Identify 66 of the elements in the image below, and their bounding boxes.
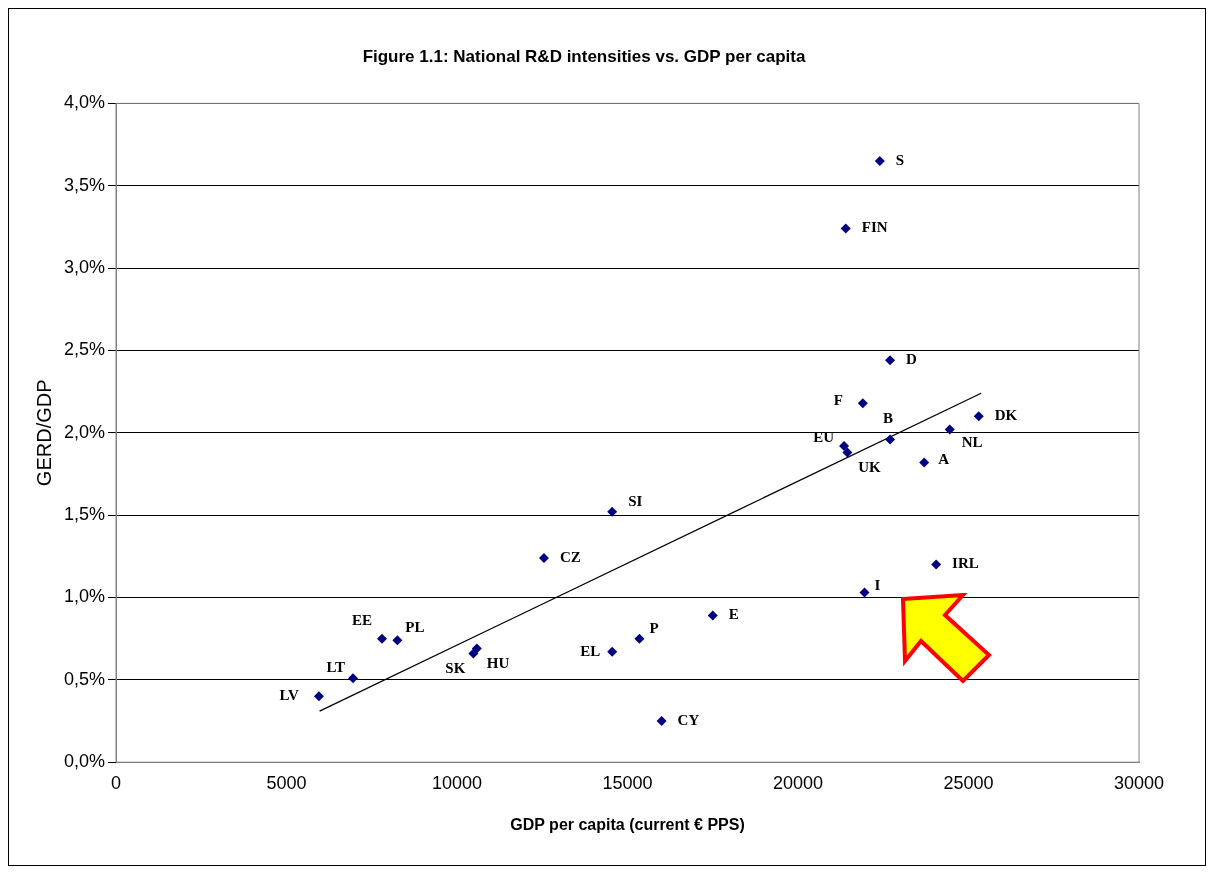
point: [392, 635, 403, 646]
annotation: D: [906, 351, 918, 368]
point: [973, 411, 984, 422]
point: [839, 440, 850, 451]
annotation: SI: [628, 492, 643, 509]
annotation: CY: [677, 711, 700, 728]
x-tick-label: 25000: [943, 772, 994, 793]
annotation: HU: [486, 655, 510, 672]
annotation: IRL: [952, 555, 979, 572]
x-tick-label: 20000: [772, 772, 824, 793]
y-tick-label: 3,5%: [64, 174, 106, 195]
point: [607, 506, 618, 517]
annotation: UK: [858, 459, 882, 476]
y-tick-label: 4,0%: [64, 92, 106, 113]
point: [377, 633, 387, 644]
annotation: I: [874, 577, 881, 594]
point: [348, 673, 359, 684]
chart-title: Figure 1.1: National R&D intensities vs. GDP per capita: [362, 46, 806, 66]
point: [931, 559, 942, 570]
x-axis-title: GDP per capita (current € PPS): [510, 815, 745, 833]
point: [468, 648, 479, 659]
point: [859, 587, 870, 598]
annotation: NL: [961, 434, 983, 451]
point: [857, 398, 868, 409]
point: [919, 457, 930, 468]
annotation: EL: [580, 642, 601, 659]
annotation: S: [895, 151, 905, 168]
point: [885, 434, 896, 445]
x-tick-label: 30000: [1113, 772, 1165, 793]
y-axis-title: GERD/GDP: [32, 379, 55, 487]
annotation: B: [883, 410, 894, 427]
point: [656, 716, 667, 727]
point: [538, 552, 549, 563]
point: [874, 156, 885, 167]
point: [313, 691, 324, 702]
x-tick-label: 10000: [431, 772, 483, 793]
point: [885, 355, 896, 366]
annotation: A: [938, 451, 950, 468]
point: [707, 610, 718, 621]
y-tick-label: 3,0%: [64, 257, 106, 278]
y-tick-label: 0,5%: [64, 668, 106, 689]
y-tick-label: 2,0%: [64, 421, 106, 442]
point: [634, 633, 645, 644]
x-tick-label: 0: [111, 772, 122, 793]
point: [607, 646, 618, 657]
annotation: LV: [279, 687, 300, 704]
point: [842, 447, 853, 458]
annotation: EE: [351, 611, 372, 628]
annotation: F: [833, 392, 843, 409]
annotation: DK: [994, 407, 1018, 424]
y-tick-label: 2,5%: [64, 339, 106, 360]
point: [944, 424, 955, 435]
point: [471, 643, 482, 654]
annotation: CZ: [559, 548, 581, 565]
point: [840, 223, 851, 234]
annotation: LT: [326, 659, 346, 676]
annotation: PL: [405, 619, 425, 636]
x-tick-label: 15000: [602, 772, 653, 793]
y-tick-label: 1,0%: [64, 586, 106, 607]
annotation: FIN: [861, 219, 888, 236]
annotation: E: [728, 606, 739, 623]
annotation: P: [649, 619, 659, 636]
y-tick-label: 0,0%: [64, 751, 106, 772]
annotation: SK: [445, 660, 466, 677]
y-tick-label: 1,5%: [64, 504, 106, 525]
x-tick-label: 5000: [266, 772, 307, 793]
